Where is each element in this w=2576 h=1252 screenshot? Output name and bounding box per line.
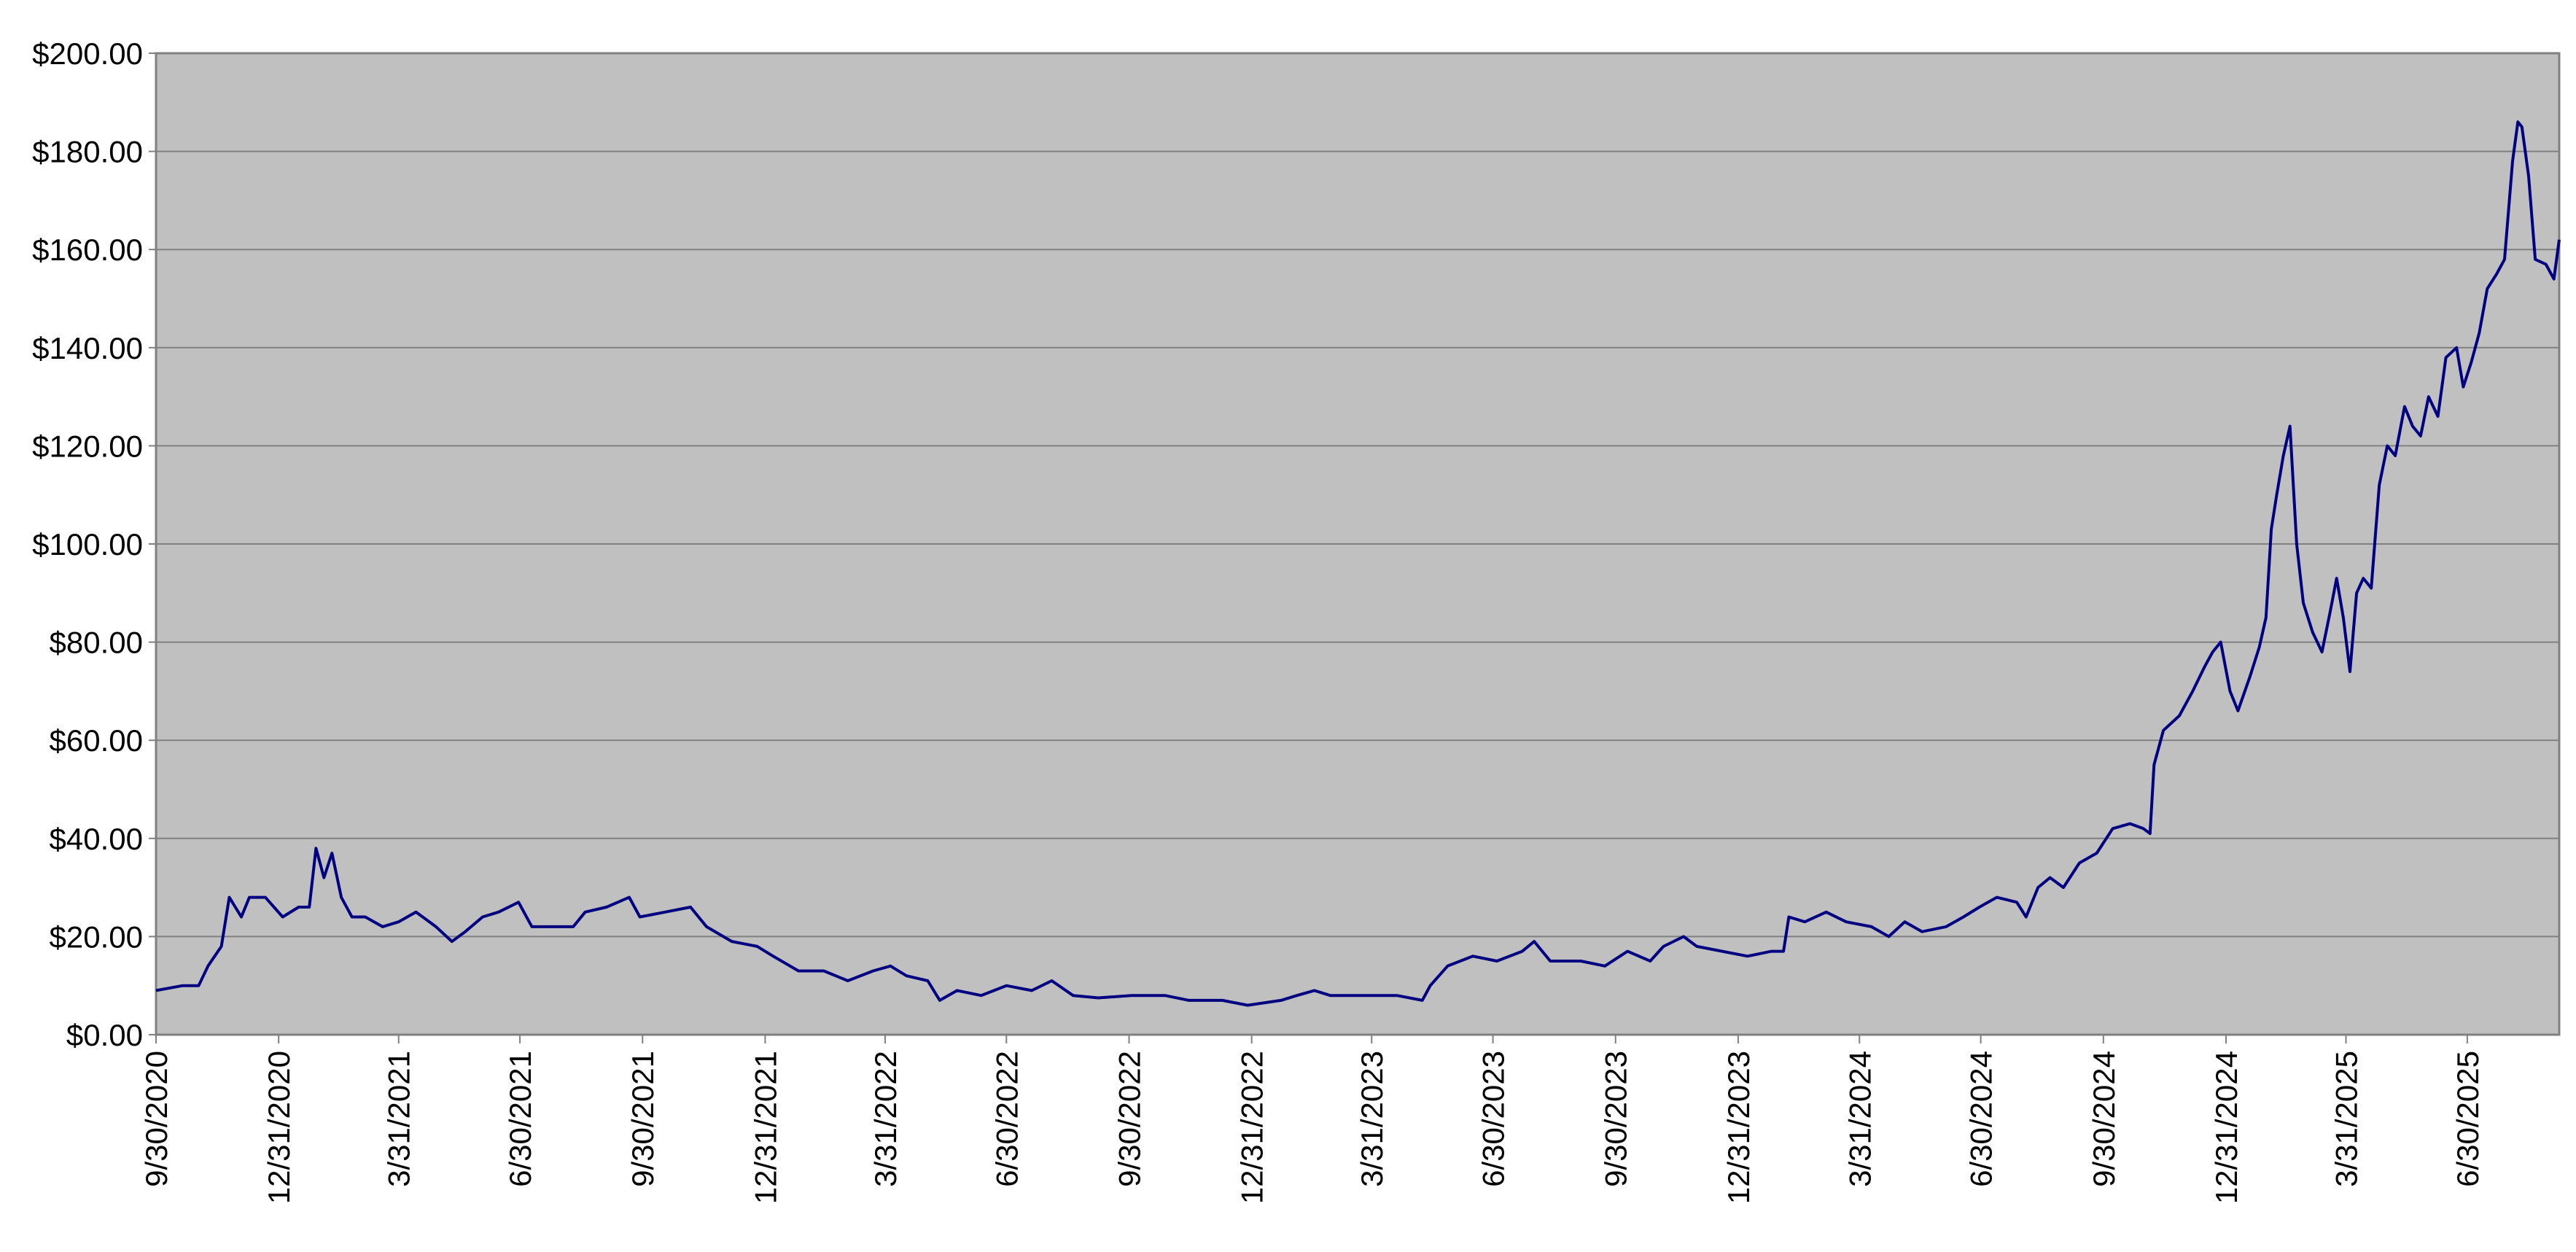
- x-tick-label: 12/31/2023: [1721, 1051, 1756, 1204]
- x-tick-label: 9/30/2022: [1112, 1051, 1146, 1187]
- y-tick-label: $200.00: [32, 36, 143, 71]
- x-tick-label: 3/31/2022: [868, 1051, 903, 1187]
- y-tick-label: $120.00: [32, 429, 143, 463]
- y-tick-label: $180.00: [32, 135, 143, 169]
- y-tick-label: $20.00: [50, 919, 143, 954]
- y-tick-label: $60.00: [50, 723, 143, 758]
- y-tick-label: $0.00: [66, 1018, 143, 1052]
- y-tick-label: $100.00: [32, 527, 143, 561]
- y-tick-label: $160.00: [32, 233, 143, 267]
- plot-border: [155, 52, 2561, 1036]
- x-tick-label: 12/31/2020: [262, 1051, 296, 1204]
- x-tick-label: 9/30/2021: [626, 1051, 660, 1187]
- x-tick-label: 9/30/2023: [1599, 1051, 1633, 1187]
- x-tick-label: 9/30/2024: [2087, 1051, 2121, 1187]
- x-tick-label: 12/31/2024: [2209, 1051, 2244, 1204]
- x-tick-label: 3/31/2021: [382, 1051, 416, 1187]
- x-tick-label: 3/31/2025: [2330, 1051, 2364, 1187]
- x-tick-label: 6/30/2023: [1476, 1051, 1511, 1187]
- x-tick-label: 6/30/2025: [2451, 1051, 2485, 1187]
- x-tick-label: 6/30/2024: [1964, 1051, 1999, 1187]
- y-tick-label: $80.00: [50, 626, 143, 660]
- x-tick-label: 6/30/2021: [503, 1051, 537, 1187]
- y-tick-label: $140.00: [32, 331, 143, 365]
- price-line: [155, 120, 2561, 1007]
- x-tick-label: 6/30/2022: [989, 1051, 1024, 1187]
- x-tick-label: 3/31/2023: [1355, 1051, 1389, 1187]
- x-tick-label: 3/31/2024: [1842, 1051, 1877, 1187]
- x-tick-label: 12/31/2021: [748, 1051, 782, 1204]
- x-tick-label: 12/31/2022: [1235, 1051, 1269, 1204]
- x-tick-label: 9/30/2020: [139, 1051, 174, 1187]
- y-tick-label: $40.00: [50, 822, 143, 856]
